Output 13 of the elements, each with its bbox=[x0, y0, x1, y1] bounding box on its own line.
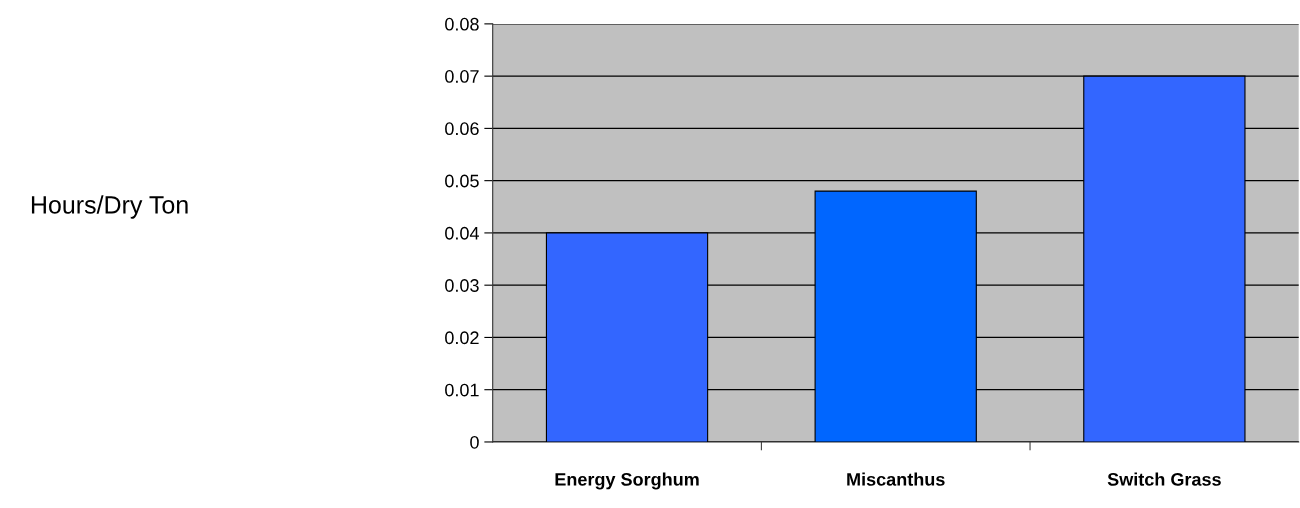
y-tick-label: 0 bbox=[470, 435, 479, 449]
y-tick-label: 0.01 bbox=[445, 383, 479, 397]
x-tick-label: Energy Sorghum bbox=[555, 472, 699, 490]
y-tick-label: 0.04 bbox=[445, 226, 479, 240]
y-tick-label: 0.05 bbox=[445, 174, 479, 188]
y-tick-label: 0.08 bbox=[445, 17, 479, 31]
y-tick-label: 0.07 bbox=[445, 70, 479, 83]
y-tick-label: 0.06 bbox=[445, 122, 479, 136]
text: Hours/Dry Ton bbox=[31, 195, 188, 219]
y-tick-label: 0.02 bbox=[445, 331, 479, 345]
y-tick-label: 0.03 bbox=[445, 279, 479, 292]
x-tick-label: Miscanthus bbox=[847, 472, 945, 486]
x-tick-label: Switch Grass bbox=[1107, 472, 1221, 486]
